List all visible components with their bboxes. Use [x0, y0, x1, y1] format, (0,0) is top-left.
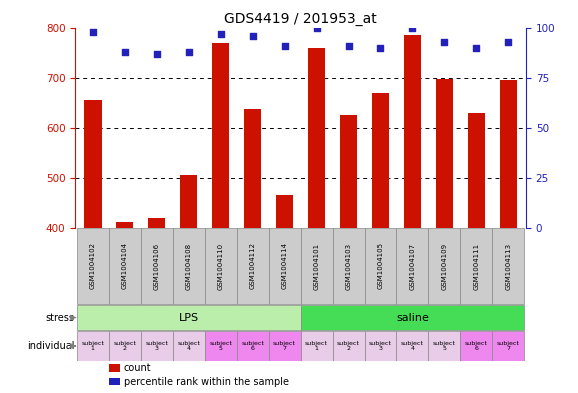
Point: [248, 32, 257, 39]
Text: GSM1004111: GSM1004111: [473, 242, 479, 290]
Text: GSM1004105: GSM1004105: [377, 242, 383, 290]
Bar: [403, 35, 421, 228]
Point: [88, 28, 97, 35]
Bar: [77, 331, 109, 362]
Point: [344, 42, 353, 49]
Text: subject
4: subject 4: [177, 341, 200, 351]
Text: GSM1004104: GSM1004104: [122, 242, 128, 290]
Text: GSM1004110: GSM1004110: [218, 242, 224, 290]
Text: GSM1004113: GSM1004113: [505, 242, 512, 290]
Bar: [212, 42, 229, 228]
Bar: [236, 331, 269, 362]
Bar: [276, 195, 294, 228]
Bar: [492, 228, 524, 305]
Bar: [244, 108, 261, 228]
Bar: [269, 228, 301, 305]
Text: subject
3: subject 3: [369, 341, 392, 351]
Bar: [428, 228, 461, 305]
Bar: [148, 217, 165, 228]
Bar: [301, 228, 332, 305]
Bar: [180, 175, 198, 228]
Bar: [269, 331, 301, 362]
Bar: [332, 331, 365, 362]
Bar: [301, 305, 524, 330]
Point: [120, 48, 129, 55]
Point: [312, 24, 321, 31]
Text: GSM1004112: GSM1004112: [250, 242, 255, 290]
Bar: [77, 305, 301, 330]
Bar: [461, 331, 492, 362]
Point: [504, 39, 513, 45]
Text: GSM1004101: GSM1004101: [313, 242, 320, 290]
Bar: [468, 112, 485, 228]
Text: percentile rank within the sample: percentile rank within the sample: [124, 376, 289, 387]
Bar: [116, 222, 134, 228]
Text: LPS: LPS: [179, 312, 199, 323]
Text: subject
7: subject 7: [497, 341, 520, 351]
Bar: [436, 79, 453, 228]
Text: saline: saline: [396, 312, 429, 323]
Text: GSM1004102: GSM1004102: [90, 242, 96, 290]
Point: [216, 30, 225, 37]
Bar: [461, 228, 492, 305]
Text: individual: individual: [27, 341, 75, 351]
Point: [152, 50, 161, 57]
Bar: [372, 92, 390, 228]
Bar: [109, 331, 140, 362]
Bar: [205, 228, 236, 305]
Text: subject
6: subject 6: [241, 341, 264, 351]
Bar: [173, 331, 205, 362]
Bar: [340, 115, 357, 228]
Point: [376, 44, 385, 51]
Bar: [77, 228, 109, 305]
Text: GSM1004106: GSM1004106: [154, 242, 160, 290]
Text: subject
7: subject 7: [273, 341, 296, 351]
Point: [408, 24, 417, 31]
Text: GSM1004107: GSM1004107: [409, 242, 416, 290]
Bar: [109, 378, 120, 386]
Bar: [140, 228, 173, 305]
Bar: [499, 80, 517, 228]
Bar: [307, 48, 325, 228]
Text: subject
1: subject 1: [305, 341, 328, 351]
Text: subject
4: subject 4: [401, 341, 424, 351]
Bar: [332, 228, 365, 305]
Bar: [492, 331, 524, 362]
Bar: [397, 331, 428, 362]
Bar: [140, 331, 173, 362]
Point: [440, 39, 449, 45]
Point: [280, 42, 289, 49]
Bar: [428, 331, 461, 362]
Text: GSM1004108: GSM1004108: [186, 242, 192, 290]
Bar: [109, 228, 140, 305]
Text: subject
5: subject 5: [209, 341, 232, 351]
Bar: [84, 100, 102, 228]
Title: GDS4419 / 201953_at: GDS4419 / 201953_at: [224, 13, 377, 26]
Text: subject
3: subject 3: [145, 341, 168, 351]
Bar: [173, 228, 205, 305]
Point: [472, 44, 481, 51]
Bar: [109, 364, 120, 372]
Text: GSM1004114: GSM1004114: [281, 242, 288, 290]
Bar: [397, 228, 428, 305]
Bar: [236, 228, 269, 305]
Text: GSM1004109: GSM1004109: [442, 242, 447, 290]
Point: [184, 48, 193, 55]
Text: subject
1: subject 1: [81, 341, 104, 351]
Bar: [301, 331, 332, 362]
Text: subject
2: subject 2: [113, 341, 136, 351]
Bar: [205, 331, 236, 362]
Text: subject
6: subject 6: [465, 341, 488, 351]
Text: count: count: [124, 363, 151, 373]
Bar: [365, 228, 397, 305]
Text: stress: stress: [46, 312, 75, 323]
Text: subject
5: subject 5: [433, 341, 456, 351]
Bar: [365, 331, 397, 362]
Text: GSM1004103: GSM1004103: [346, 242, 351, 290]
Text: subject
2: subject 2: [337, 341, 360, 351]
